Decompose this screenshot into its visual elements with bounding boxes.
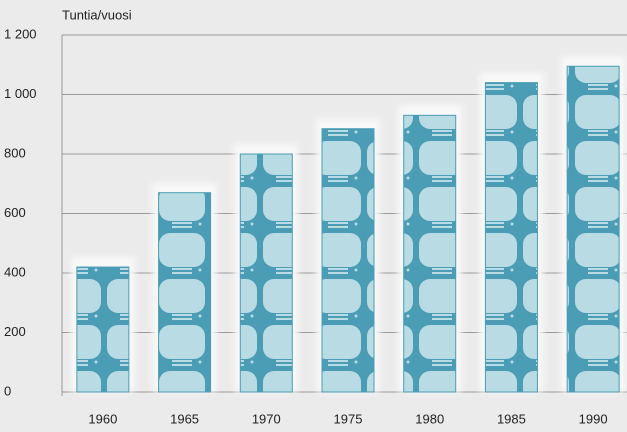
bar	[240, 154, 292, 392]
y-tick-label: 0	[4, 383, 11, 398]
y-tick-label: 400	[4, 264, 26, 279]
y-axis-title: Tuntia/vuosi	[62, 7, 132, 22]
x-tick-label: 1960	[88, 411, 117, 426]
plot-area: 0 200 400 600 800 1 000 1 200 1960 1965 1970 1975 1…	[4, 26, 627, 426]
bar	[159, 193, 211, 392]
y-tick-label: 200	[4, 324, 26, 339]
y-tick-label: 1 000	[4, 86, 37, 101]
y-tick-label: 600	[4, 205, 26, 220]
y-tick-label: 800	[4, 145, 26, 160]
bar	[567, 66, 619, 392]
bar	[404, 115, 456, 392]
x-tick-label: 1975	[334, 411, 363, 426]
bar	[77, 267, 129, 392]
bar	[485, 83, 537, 392]
bar	[322, 129, 374, 392]
chart: Tuntia/vuosi 0 200 400 600 800 1 000 1 200 1960…	[0, 0, 627, 432]
x-tick-label: 1970	[252, 411, 281, 426]
x-tick-label: 1990	[579, 411, 608, 426]
y-tick-label: 1 200	[4, 26, 37, 41]
x-tick-label: 1980	[415, 411, 444, 426]
x-tick-label: 1965	[170, 411, 199, 426]
x-tick-label: 1985	[497, 411, 526, 426]
